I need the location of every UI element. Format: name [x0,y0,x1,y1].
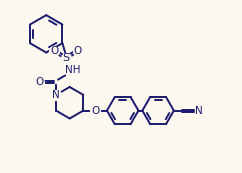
Text: O: O [50,46,58,56]
Text: S: S [62,53,69,63]
Text: NH: NH [65,65,81,75]
Text: N: N [52,90,60,100]
Text: O: O [35,77,44,87]
Text: N: N [52,90,60,100]
Text: N: N [196,106,203,116]
Text: N: N [52,90,60,100]
Text: O: O [74,46,82,56]
Text: O: O [91,106,99,116]
